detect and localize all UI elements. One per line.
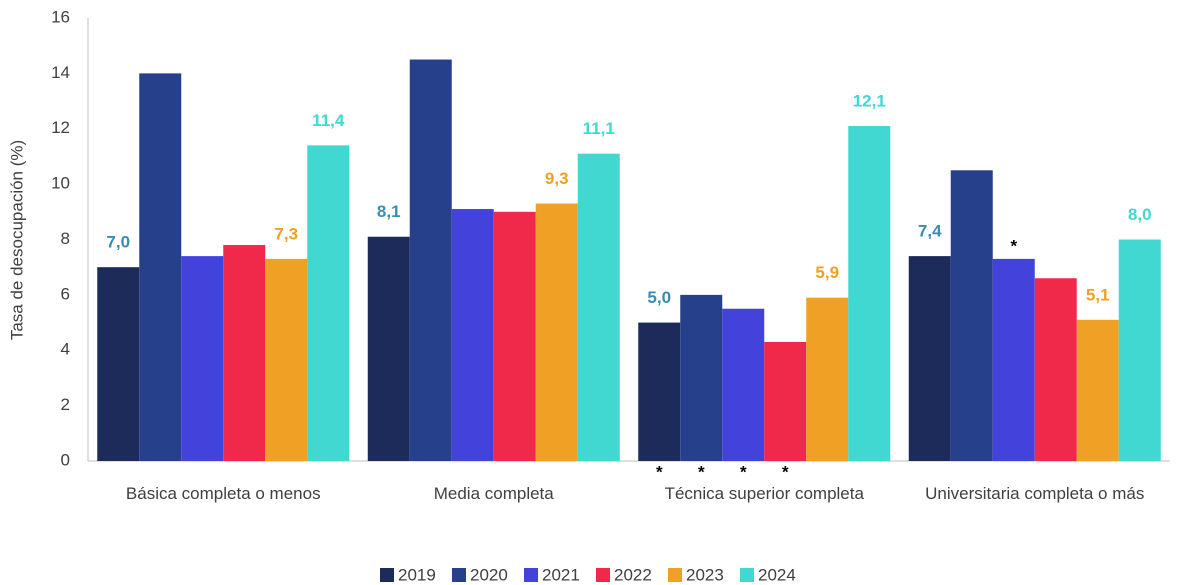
y-tick-label: 12 xyxy=(51,118,70,137)
y-axis-label: Tasa de desocupación (%) xyxy=(7,140,26,340)
y-tick-label: 10 xyxy=(51,174,70,193)
legend-label: 2020 xyxy=(470,565,508,584)
y-tick-label: 0 xyxy=(61,450,70,469)
data-label: 5,1 xyxy=(1086,285,1110,304)
data-label: 12,1 xyxy=(853,91,886,110)
data-label: 11,4 xyxy=(312,111,345,130)
bar xyxy=(181,256,224,461)
data-label: 7,0 xyxy=(106,233,130,252)
legend-swatch xyxy=(524,568,538,582)
legend-swatch xyxy=(380,568,394,582)
bar xyxy=(722,308,765,461)
legend-label: 2024 xyxy=(758,565,796,584)
data-label: 5,0 xyxy=(647,288,671,307)
bar xyxy=(908,256,951,461)
x-tick-label: Universitaria completa o más xyxy=(925,484,1145,503)
data-label: 8,1 xyxy=(377,202,401,221)
y-tick-label: 2 xyxy=(61,395,70,414)
data-label: 5,9 xyxy=(815,263,839,282)
note: * xyxy=(740,462,747,481)
bar xyxy=(1118,239,1161,461)
y-tick-label: 14 xyxy=(51,63,70,82)
bar xyxy=(1034,278,1077,461)
note: * xyxy=(698,462,705,481)
bar xyxy=(950,170,993,461)
x-tick-label: Media completa xyxy=(433,484,554,503)
bar xyxy=(992,258,1035,461)
x-tick-label: Técnica superior completa xyxy=(664,484,864,503)
legend-label: 2023 xyxy=(686,565,724,584)
legend-swatch xyxy=(668,568,682,582)
bar xyxy=(764,341,807,461)
bar xyxy=(97,267,140,461)
bar xyxy=(265,258,308,461)
bar xyxy=(493,211,536,461)
y-tick-label: 8 xyxy=(61,229,70,248)
y-tick-label: 16 xyxy=(51,7,70,26)
bar xyxy=(223,245,266,461)
legend-swatch xyxy=(596,568,610,582)
data-label: 9,3 xyxy=(545,169,569,188)
bar xyxy=(307,145,350,462)
bar xyxy=(409,59,452,461)
legend-label: 2022 xyxy=(614,565,652,584)
legend-swatch xyxy=(740,568,754,582)
bar xyxy=(139,73,182,461)
bar xyxy=(680,294,723,461)
data-label: 7,3 xyxy=(274,224,298,243)
bar xyxy=(535,203,578,461)
note: * xyxy=(1010,236,1017,255)
x-tick-label: Básica completa o menos xyxy=(125,484,321,503)
legend-label: 2019 xyxy=(398,565,436,584)
bar xyxy=(848,125,891,461)
legend-swatch xyxy=(452,568,466,582)
y-tick-label: 6 xyxy=(61,284,70,303)
bar xyxy=(1076,319,1119,461)
note: * xyxy=(782,462,789,481)
data-label: 11,1 xyxy=(583,119,615,138)
legend-label: 2021 xyxy=(542,565,580,584)
bar xyxy=(367,236,410,461)
data-label: 8,0 xyxy=(1128,205,1152,224)
data-label: 7,4 xyxy=(918,222,942,241)
note: * xyxy=(656,462,663,481)
y-tick-label: 4 xyxy=(61,340,70,359)
bar xyxy=(451,209,494,461)
bar xyxy=(577,153,620,461)
bar xyxy=(806,297,849,461)
bar xyxy=(638,322,681,461)
